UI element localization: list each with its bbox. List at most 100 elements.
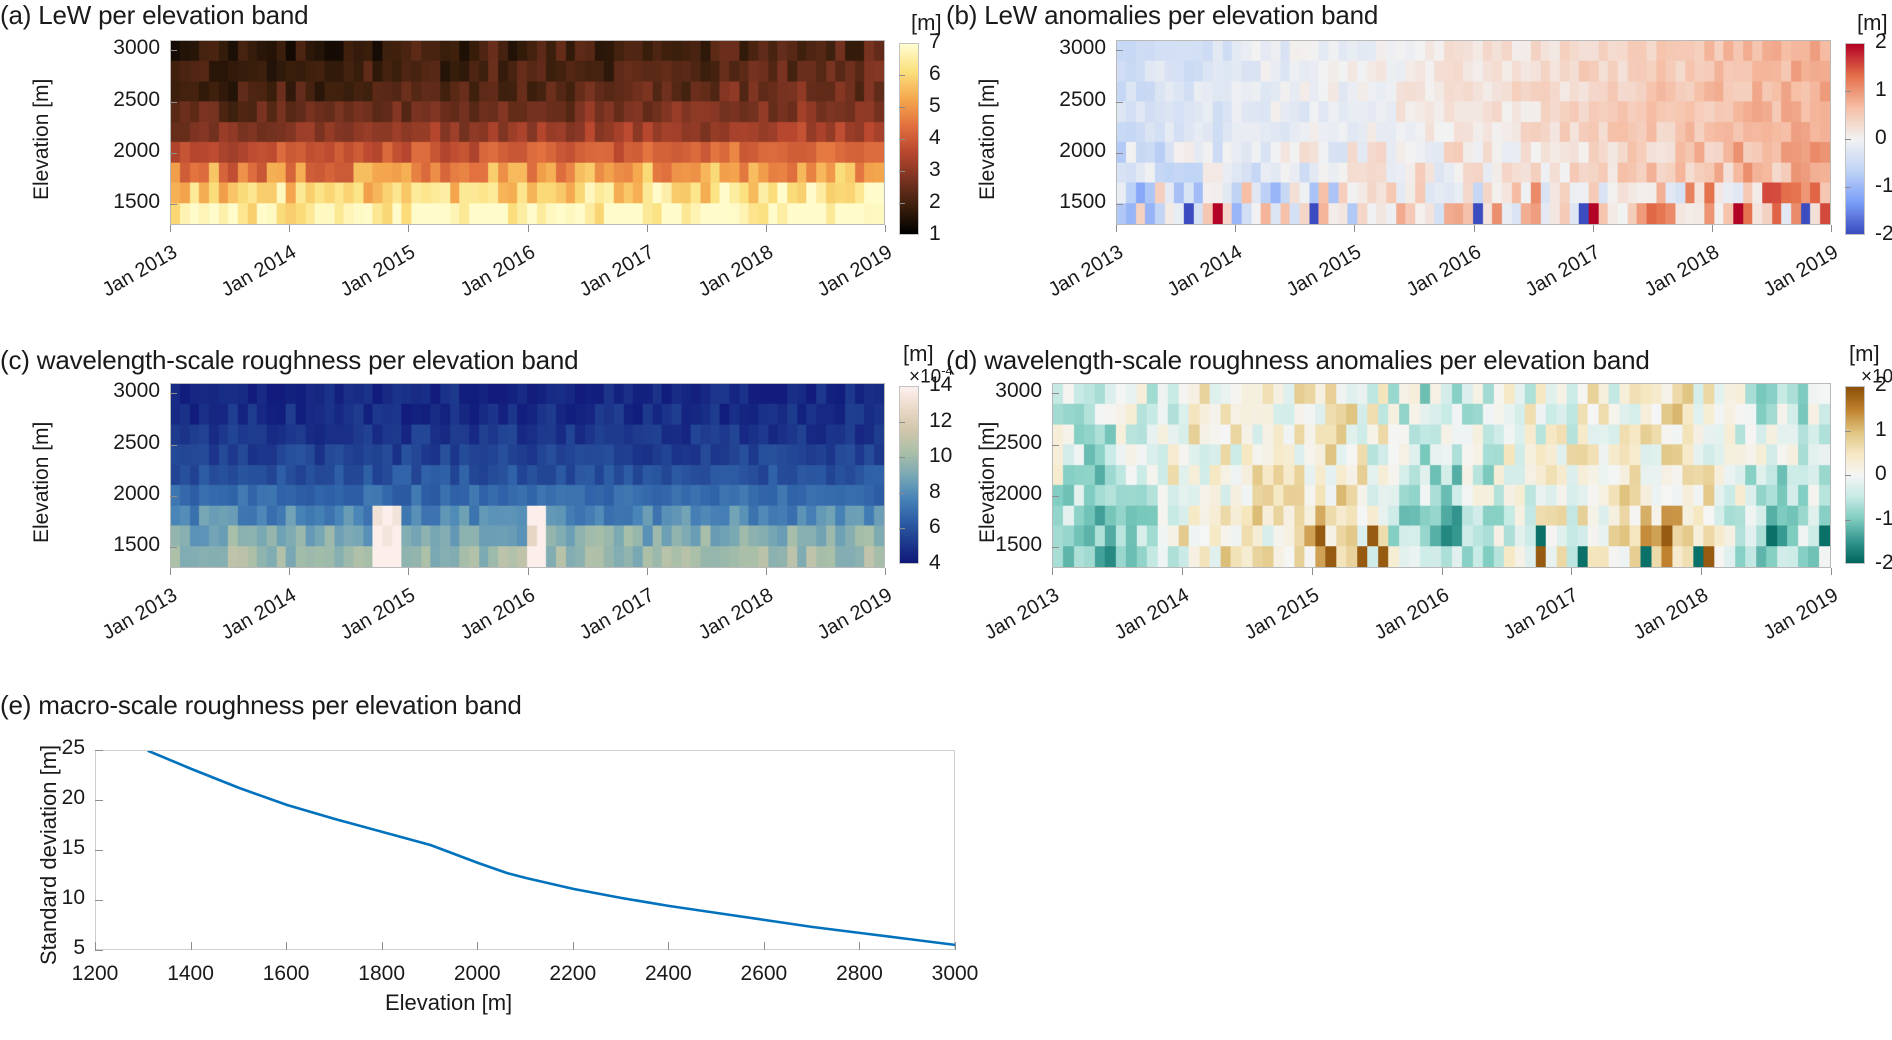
- panel-e-xtick-label-0: 1200: [71, 962, 119, 985]
- ytick-label-d-3: 3000: [995, 379, 1042, 403]
- colorbar-tick-mark-d-1: [1845, 430, 1851, 432]
- panel-e-xtick-label-3: 1800: [358, 962, 406, 985]
- xtick-mark-b-3: [1473, 225, 1475, 232]
- xtick-mark-c-1: [289, 568, 291, 575]
- ytick-mark-b-2: [1116, 101, 1123, 103]
- panel-b-heatmap: [1116, 40, 1831, 225]
- colorbar-tick-c-4: 6: [929, 515, 941, 539]
- colorbar-tick-c-1: 12: [929, 408, 953, 432]
- xtick-label-a-5: Jan 2018: [694, 241, 777, 302]
- panel-e-xtick-mark-4: [477, 942, 479, 950]
- panel-e-xtick-label-6: 2400: [644, 962, 692, 985]
- xtick-label-b-0: Jan 2013: [1044, 241, 1127, 302]
- panel-e-xtick-mark-1: [190, 942, 192, 950]
- xtick-label-a-0: Jan 2013: [98, 241, 181, 302]
- xtick-mark-b-5: [1711, 225, 1713, 232]
- colorbar-tick-d-2: 0: [1875, 462, 1887, 485]
- panel-c-colorbar-unit: [m]: [903, 341, 934, 366]
- ytick-mark-c-1: [170, 496, 177, 498]
- xtick-mark-b-4: [1592, 225, 1594, 232]
- colorbar-tick-mark-d-2: [1845, 475, 1851, 476]
- panel-e-line-svg: [147, 751, 956, 947]
- panel-d-heatmap-canvas: [1053, 384, 1830, 567]
- xtick-mark-d-6: [1831, 568, 1832, 575]
- xtick-label-d-6: Jan 2019: [1759, 584, 1842, 645]
- ytick-label-d-2: 2500: [995, 430, 1042, 454]
- panel-c-colorbar-exponent-sup: -4: [941, 363, 953, 378]
- xtick-mark-c-3: [527, 568, 529, 575]
- ytick-label-b-1: 2000: [1059, 139, 1106, 163]
- colorbar-tick-mark-b-1: [1845, 91, 1851, 92]
- colorbar-tick-mark-c-3: [899, 492, 905, 494]
- ytick-label-c-2: 2500: [113, 430, 160, 454]
- panel-a-heatmap: [170, 40, 885, 225]
- xtick-mark-a-6: [885, 225, 886, 232]
- ytick-label-b-3: 3000: [1059, 36, 1106, 60]
- panel-a-colorbar-canvas: [900, 44, 918, 234]
- colorbar-tick-c-2: 10: [929, 444, 953, 468]
- panel-b: (b) LeW anomalies per elevation band Ele…: [946, 0, 1892, 345]
- panel-e-data-line: [147, 751, 956, 947]
- ytick-label-a-1: 2000: [113, 139, 160, 163]
- panel-e-xtick-mark-6: [668, 942, 670, 950]
- xtick-label-a-2: Jan 2015: [337, 241, 420, 302]
- colorbar-tick-d-3: -1: [1875, 506, 1892, 530]
- xtick-mark-c-2: [408, 568, 410, 575]
- xtick-mark-a-5: [765, 225, 767, 232]
- colorbar-tick-c-3: 8: [929, 479, 941, 503]
- ytick-label-c-1: 2000: [113, 482, 160, 506]
- panel-e-xtick-mark-5: [572, 942, 574, 950]
- xtick-label-b-2: Jan 2015: [1283, 241, 1366, 302]
- panel-a: (a) LeW per elevation band Elevation [m]…: [0, 0, 946, 345]
- panel-d: (d) wavelength-scale roughness anomalies…: [946, 341, 1892, 690]
- panel-e-ytick-label-4: 5: [73, 936, 85, 959]
- ytick-mark-a-3: [170, 50, 177, 52]
- xtick-mark-d-4: [1571, 568, 1573, 575]
- xtick-mark-a-3: [527, 225, 529, 232]
- colorbar-tick-a-6: 1: [929, 222, 941, 245]
- panel-c-colorbar-swatch: [899, 386, 919, 564]
- xtick-mark-c-6: [885, 568, 886, 575]
- xtick-mark-a-4: [646, 225, 648, 232]
- xtick-label-a-1: Jan 2014: [217, 241, 301, 302]
- panel-c-ylabel: Elevation [m]: [30, 421, 53, 543]
- panel-e-ytick-label-1: 20: [61, 786, 85, 809]
- panel-c: (c) wavelength-scale roughness per eleva…: [0, 341, 953, 690]
- panel-e-plot-area: [95, 750, 956, 950]
- ytick-mark-d-0: [1052, 547, 1059, 549]
- panel-a-heatmap-canvas: [171, 41, 884, 224]
- ytick-label-d-1: 2000: [995, 482, 1042, 506]
- xtick-label-d-2: Jan 2015: [1240, 584, 1323, 645]
- panel-e-ytick-mark-3: [95, 900, 103, 901]
- xtick-label-d-3: Jan 2016: [1370, 584, 1453, 645]
- panel-d-colorbar-unit: [m]: [1849, 341, 1880, 366]
- panel-d-heatmap: [1052, 383, 1831, 568]
- ytick-mark-b-1: [1116, 153, 1123, 155]
- xtick-mark-b-2: [1354, 225, 1356, 232]
- ytick-label-a-0: 1500: [113, 190, 160, 214]
- xtick-label-a-3: Jan 2016: [456, 241, 539, 302]
- colorbar-tick-a-0: 7: [929, 30, 941, 53]
- panel-e-xlabel: Elevation [m]: [385, 990, 513, 1015]
- panel-e-ytick-label-2: 15: [61, 836, 85, 859]
- ytick-mark-a-0: [170, 204, 177, 206]
- ytick-label-c-3: 3000: [113, 379, 160, 403]
- panel-e-xtick-label-7: 2600: [740, 962, 788, 985]
- colorbar-tick-mark-a-3: [899, 139, 905, 140]
- ytick-label-b-2: 2500: [1059, 87, 1106, 111]
- panel-b-title: (b) LeW anomalies per elevation band: [946, 0, 1379, 30]
- colorbar-tick-b-3: -1: [1875, 174, 1892, 197]
- panel-e-title: (e) macro-scale roughness per elevation …: [0, 690, 522, 720]
- panel-c-colorbar-exponent-base: ×10: [909, 366, 942, 388]
- panel-e-xtick-label-8: 2800: [836, 962, 883, 985]
- xtick-mark-a-0: [170, 225, 171, 232]
- xtick-label-d-4: Jan 2017: [1500, 584, 1583, 645]
- xtick-mark-a-1: [289, 225, 291, 232]
- colorbar-tick-mark-b-3: [1845, 187, 1851, 188]
- panel-b-colorbar-unit: [m]: [1857, 10, 1888, 35]
- colorbar-tick-b-4: -2: [1875, 222, 1892, 245]
- colorbar-tick-c-0: 14: [929, 373, 953, 396]
- xtick-label-c-3: Jan 2016: [456, 584, 539, 645]
- xtick-label-b-4: Jan 2017: [1521, 241, 1604, 302]
- xtick-mark-d-5: [1701, 568, 1703, 575]
